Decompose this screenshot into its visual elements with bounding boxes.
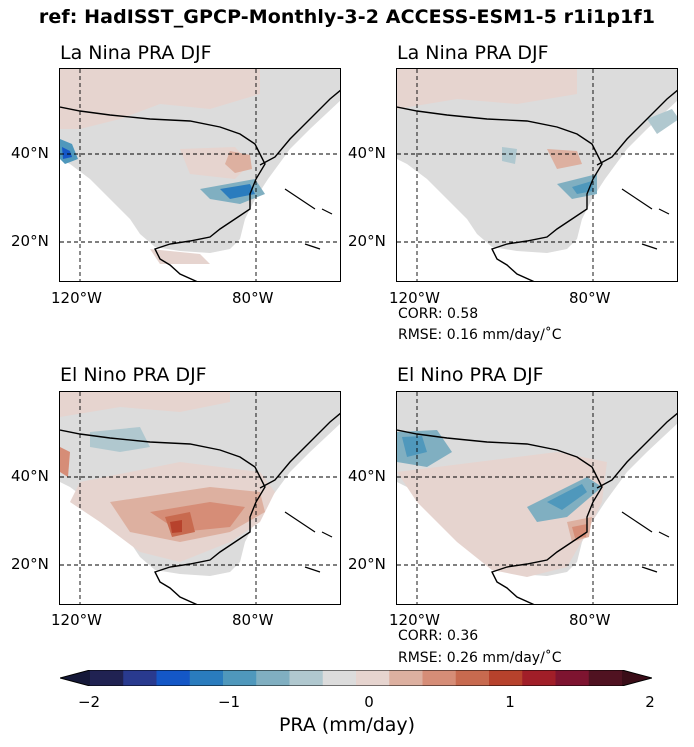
colorbar-segment <box>588 670 623 686</box>
lat-tick-20n: 20°N <box>348 555 386 573</box>
panel-title-1: La Nina PRA DJF <box>60 42 212 64</box>
rmse-stat-la-nina: RMSE: 0.16 mm/day/˚C <box>398 327 562 343</box>
map-panel-la-nina-model <box>396 68 678 282</box>
colorbar-segment <box>455 670 490 686</box>
corr-stat-el-nino: CORR: 0.36 <box>398 628 479 644</box>
panel-title-4: El Nino PRA DJF <box>397 364 544 386</box>
colorbar-segment <box>555 670 590 686</box>
lat-tick-20n: 20°N <box>11 555 49 573</box>
lat-tick-40n: 40°N <box>11 467 49 485</box>
lat-tick-40n: 40°N <box>11 144 49 162</box>
colorbar-segment <box>256 670 290 686</box>
map-panel-el-nino-model <box>396 391 678 605</box>
colorbar-segment <box>389 670 423 686</box>
lon-tick-120w: 120°W <box>389 289 440 307</box>
colorbar-extend-max <box>622 670 652 686</box>
rmse-stat-el-nino: RMSE: 0.26 mm/day/˚C <box>398 650 562 666</box>
lon-tick-120w: 120°W <box>51 289 102 307</box>
lat-tick-40n: 40°N <box>348 467 386 485</box>
colorbar-segment <box>223 670 257 686</box>
colorbar-segment <box>322 670 357 686</box>
colorbar-segment <box>90 670 124 686</box>
colorbar-segment <box>289 670 324 686</box>
lon-tick-120w: 120°W <box>389 611 440 629</box>
lat-tick-20n: 20°N <box>11 232 49 250</box>
lon-tick-120w: 120°W <box>51 611 102 629</box>
lon-tick-80w: 80°W <box>232 611 274 629</box>
map-panel-la-nina-ref <box>59 68 341 282</box>
lon-tick-80w: 80°W <box>232 289 274 307</box>
colorbar-segment <box>489 670 523 686</box>
lon-tick-80w: 80°W <box>569 611 611 629</box>
colorbar-tick: 1 <box>505 693 515 711</box>
colorbar-tick: −1 <box>217 693 241 711</box>
colorbar-segment <box>189 670 224 686</box>
colorbar-tick: −2 <box>77 693 101 711</box>
lat-tick-20n: 20°N <box>348 232 386 250</box>
colorbar-tick: 2 <box>645 693 655 711</box>
colorbar-segment <box>123 670 157 686</box>
colorbar-segment <box>522 670 556 686</box>
colorbar-segment <box>156 670 191 686</box>
colorbar-label: PRA (mm/day) <box>278 714 416 736</box>
colorbar <box>60 670 652 686</box>
colorbar-extend-min <box>60 670 90 686</box>
map-panel-el-nino-ref <box>59 391 341 605</box>
colorbar-tick: 0 <box>364 693 374 711</box>
lon-tick-80w: 80°W <box>569 289 611 307</box>
figure-title: ref: HadISST_GPCP-Monthly-3-2 ACCESS-ESM… <box>38 6 656 28</box>
corr-stat-la-nina: CORR: 0.58 <box>398 306 479 322</box>
colorbar-segment <box>422 670 457 686</box>
panel-title-3: El Nino PRA DJF <box>60 364 207 386</box>
colorbar-segment <box>356 670 390 686</box>
panel-title-2: La Nina PRA DJF <box>397 42 549 64</box>
lat-tick-40n: 40°N <box>348 144 386 162</box>
